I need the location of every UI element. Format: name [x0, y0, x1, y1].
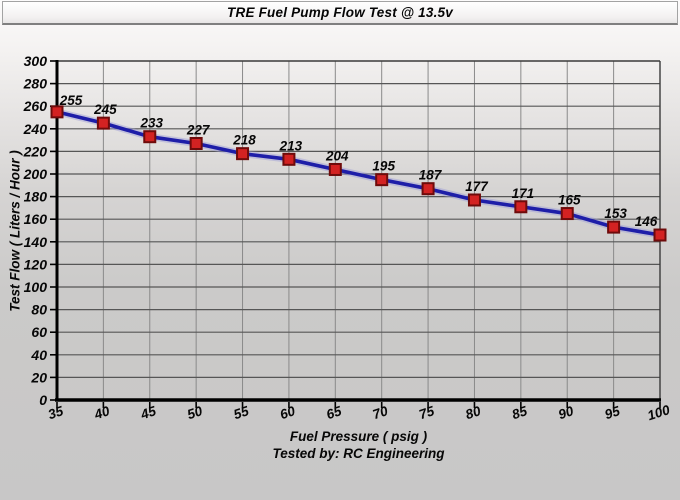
y-tick-label: 260 — [23, 98, 48, 114]
x-tick-label: 40 — [92, 403, 112, 422]
y-tick-label: 200 — [23, 166, 48, 182]
data-point-marker — [236, 147, 250, 161]
y-tick-label: 280 — [23, 76, 48, 92]
data-point-marker — [328, 162, 342, 176]
y-axis-title: Test Flow ( Liters / Hour ) — [7, 150, 23, 312]
y-tick-label: 100 — [24, 279, 48, 295]
y-tick-label: 300 — [24, 53, 48, 69]
data-point-label: 255 — [59, 93, 83, 108]
chart-title: TRE Fuel Pump Flow Test @ 13.5v — [227, 5, 453, 20]
data-point-marker — [375, 173, 389, 187]
x-tick-label: 35 — [46, 403, 65, 422]
y-tick-label: 140 — [24, 234, 48, 250]
data-point-label: 153 — [604, 206, 627, 221]
data-point-label: 227 — [186, 122, 211, 137]
y-tick-label: 0 — [39, 392, 47, 408]
data-point-label: 195 — [372, 159, 395, 174]
data-point-label: 165 — [558, 193, 581, 208]
data-point-label: 204 — [325, 148, 349, 163]
y-tick-label: 220 — [23, 143, 48, 159]
y-tick-label: 80 — [31, 302, 47, 318]
x-tick-label: 85 — [510, 403, 529, 422]
x-tick-label: 65 — [324, 403, 343, 422]
y-tick-label: 160 — [24, 211, 48, 227]
axes — [55, 60, 661, 402]
y-tick-label: 60 — [31, 324, 47, 340]
y-tick-label: 40 — [30, 347, 47, 363]
x-tick-label: 90 — [556, 403, 575, 422]
data-point-markers — [50, 105, 667, 242]
data-point-labels: 255 245 233 227 218 213 204 195 187 177 171 165 153 1… — [59, 93, 658, 229]
chart-footer: Tested by: RC Engineering — [272, 446, 445, 461]
axis-ticks — [50, 60, 661, 408]
gridlines — [57, 61, 660, 400]
y-tick-label: 120 — [24, 256, 48, 272]
plot-frame — [57, 60, 661, 400]
data-point-marker — [50, 105, 64, 119]
data-point-label: 245 — [93, 102, 117, 117]
data-point-label: 187 — [419, 168, 443, 183]
data-point-marker — [421, 182, 435, 196]
y-tick-label: 20 — [30, 369, 47, 385]
x-axis-title: Fuel Pressure ( psig ) — [289, 429, 428, 444]
data-point-label: 177 — [465, 179, 489, 194]
data-point-marker — [143, 130, 157, 144]
y-tick-label: 240 — [23, 121, 48, 137]
data-point-marker — [467, 193, 481, 207]
data-point-label: 146 — [635, 214, 658, 229]
x-tick-label: 60 — [278, 403, 297, 422]
x-tick-label: 100 — [646, 402, 673, 423]
data-point-label: 233 — [140, 116, 164, 131]
data-point-marker — [282, 152, 296, 166]
chart-title-bar: TRE Fuel Pump Flow Test @ 13.5v — [2, 1, 678, 25]
data-point-marker — [96, 116, 110, 130]
data-point-marker — [653, 228, 667, 242]
data-point-marker — [560, 207, 574, 221]
data-point-marker — [514, 200, 528, 214]
data-point-label: 218 — [232, 133, 256, 148]
data-point-label: 171 — [512, 186, 535, 201]
data-point-label: 213 — [279, 138, 303, 153]
x-tick-label: 50 — [185, 403, 204, 422]
x-tick-label: 80 — [464, 403, 483, 422]
y-tick-label: 180 — [24, 189, 48, 205]
x-tick-label: 95 — [603, 403, 622, 422]
data-line — [53, 108, 664, 239]
x-tick-label: 55 — [232, 403, 251, 422]
x-tick-label: 70 — [371, 403, 390, 422]
data-point-marker — [189, 136, 203, 150]
x-tick-label: 75 — [417, 403, 436, 422]
axis-tick-labels: 0 20 40 60 80 100 120 140 160 180 200 220 240 260 280 3… — [23, 53, 672, 423]
x-tick-label: 45 — [138, 403, 158, 422]
data-point-marker — [607, 220, 621, 234]
